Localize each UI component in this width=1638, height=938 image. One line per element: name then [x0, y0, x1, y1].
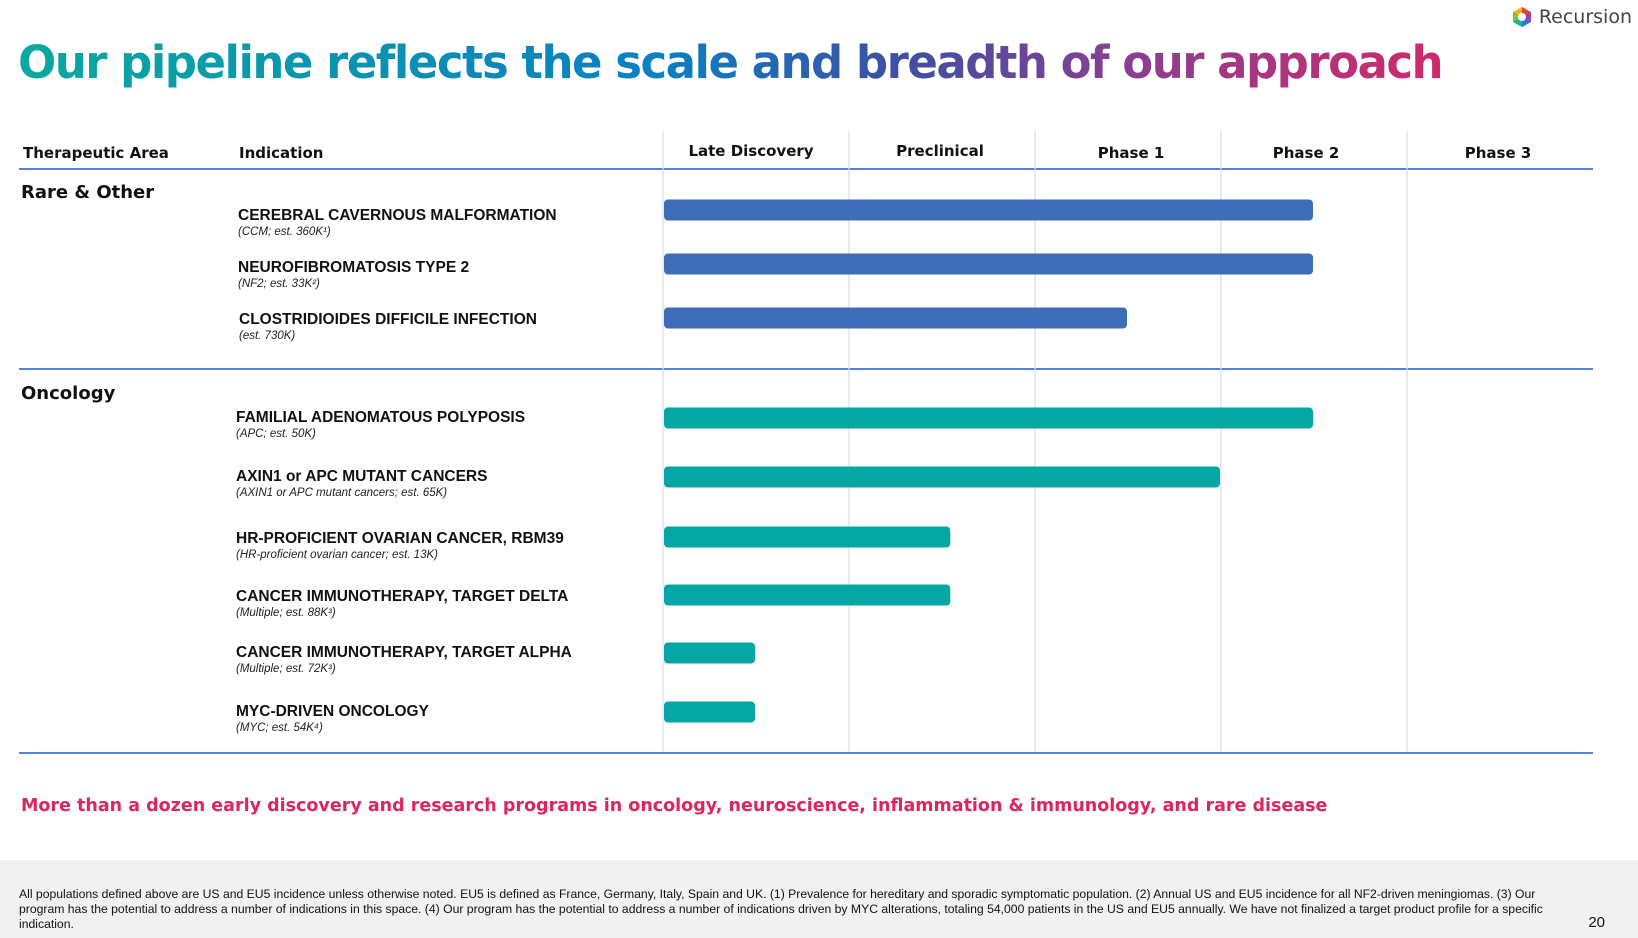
page-number: 20: [1588, 914, 1605, 931]
indication-target-delta: CANCER IMMUNOTHERAPY, TARGET DELTA (Mult…: [236, 588, 568, 619]
indication-name: HR-PROFICIENT OVARIAN CANCER, RBM39: [236, 530, 564, 547]
bar-cerebral-cavernous-malformation: [664, 199, 1313, 221]
header-phase-1: Phase 1: [1097, 144, 1165, 162]
indication-myc: MYC-DRIVEN ONCOLOGY (MYC; est. 54K⁴): [236, 703, 429, 734]
indication-name: CEREBRAL CAVERNOUS MALFORMATION: [238, 207, 557, 224]
header-divider: [19, 168, 1593, 170]
indication-cdiff: CLOSTRIDIOIDES DIFFICILE INFECTION (est.…: [239, 311, 537, 342]
section-label-oncology: Oncology: [21, 383, 116, 404]
header-phase-2: Phase 2: [1272, 144, 1340, 162]
section-label-rare-other: Rare & Other: [21, 182, 155, 203]
indication-ccm: CEREBRAL CAVERNOUS MALFORMATION (CCM; es…: [238, 207, 557, 238]
table-bottom-divider: [19, 752, 1593, 754]
footer-band: [0, 860, 1638, 938]
indication-detail: (AXIN1 or APC mutant cancers; est. 65K): [236, 487, 448, 499]
indication-name: FAMILIAL ADENOMATOUS POLYPOSIS: [236, 409, 526, 426]
indication-detail: (CCM; est. 360K¹): [238, 226, 331, 238]
header-phase-3: Phase 3: [1464, 144, 1532, 162]
indication-axin1-apc: AXIN1 or APC MUTANT CANCERS (AXIN1 or AP…: [236, 468, 487, 499]
header-indication: Indication: [239, 144, 324, 162]
indication-name: NEUROFIBROMATOSIS TYPE 2: [238, 259, 470, 276]
indication-detail: (est. 730K): [239, 330, 296, 342]
bar-cancer-immunotherapy-target-alpha: [664, 642, 755, 664]
indication-detail: (NF2; est. 33K²): [238, 278, 320, 290]
indication-detail: (Multiple; est. 72K³): [236, 663, 336, 675]
bar-hr-proficient-ovarian-cancer-rbm39: [664, 526, 951, 548]
indication-name: MYC-DRIVEN ONCOLOGY: [236, 703, 429, 720]
bar-familial-adenomatous-polyposis: [664, 407, 1313, 429]
footnote-text: All populations defined above are US and…: [19, 887, 1543, 931]
indication-target-alpha: CANCER IMMUNOTHERAPY, TARGET ALPHA (Mult…: [236, 644, 572, 675]
header-therapeutic-area: Therapeutic Area: [23, 144, 169, 162]
indication-nf2: NEUROFIBROMATOSIS TYPE 2 (NF2; est. 33K²…: [238, 259, 469, 290]
brand-logo: Recursion: [1511, 6, 1632, 28]
bar-axin1-or-apc-mutant-cancers: [664, 466, 1220, 488]
indication-detail: (HR-proficient ovarian cancer; est. 13K): [236, 549, 438, 561]
bar-neurofibromatosis-type-2: [664, 253, 1313, 275]
indication-name: CLOSTRIDIOIDES DIFFICILE INFECTION: [239, 311, 537, 328]
bar-myc-driven-oncology: [664, 701, 755, 723]
indication-hr-ovarian: HR-PROFICIENT OVARIAN CANCER, RBM39 (HR-…: [236, 530, 564, 561]
indication-detail: (MYC; est. 54K⁴): [236, 722, 323, 734]
programs-note: More than a dozen early discovery and re…: [21, 796, 1328, 816]
bar-clostridioides-difficile-infection: [664, 307, 1127, 329]
indication-detail: (APC; est. 50K): [236, 428, 316, 440]
brand-name: Recursion: [1538, 6, 1632, 28]
indication-name: CANCER IMMUNOTHERAPY, TARGET ALPHA: [236, 644, 572, 661]
indication-name: AXIN1 or APC MUTANT CANCERS: [236, 468, 488, 485]
indication-detail: (Multiple; est. 88K³): [236, 607, 336, 619]
bar-cancer-immunotherapy-target-delta: [664, 584, 951, 606]
page-title: Our pipeline reflects the scale and brea…: [18, 36, 1444, 89]
header-phase-late-discovery: Late Discovery: [688, 142, 814, 160]
indication-name: CANCER IMMUNOTHERAPY, TARGET DELTA: [236, 588, 569, 605]
header-phase-preclinical: Preclinical: [896, 142, 984, 160]
section-divider: [19, 368, 1593, 370]
indication-fap: FAMILIAL ADENOMATOUS POLYPOSIS (APC; est…: [236, 409, 525, 440]
hexagon-logo-icon: [1512, 7, 1531, 27]
